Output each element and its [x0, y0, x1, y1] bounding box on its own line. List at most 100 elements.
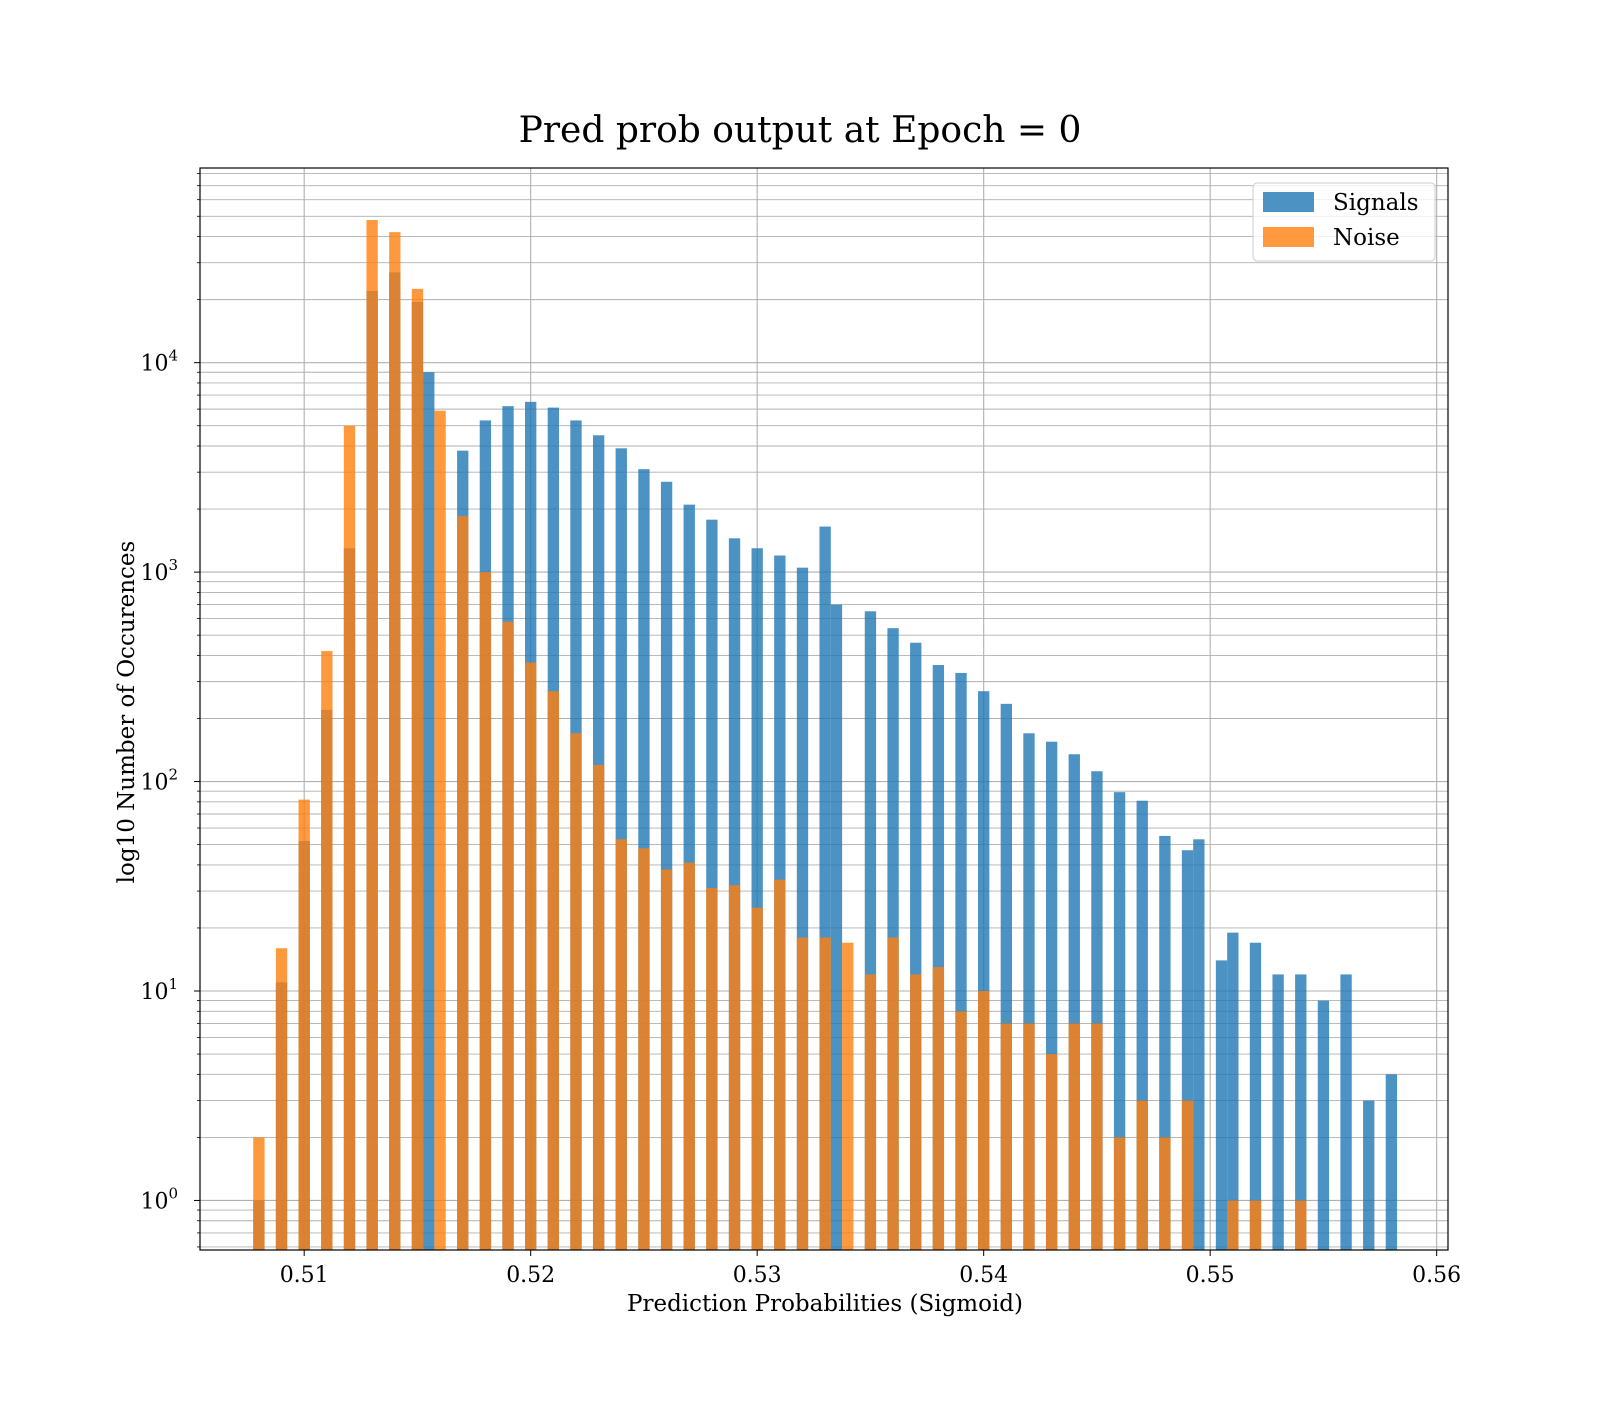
bar-signals: [423, 372, 435, 1250]
bar-signals: [978, 691, 990, 1250]
bar-noise: [1136, 1100, 1148, 1250]
bar-noise: [842, 942, 854, 1250]
bar-noise: [525, 662, 537, 1250]
x-axis-label: Prediction Probabilities (Sigmoid): [627, 1291, 1023, 1317]
bar-noise: [819, 937, 831, 1250]
bar-noise: [592, 764, 605, 1250]
series-noise-bars: [253, 219, 1307, 1251]
bar-signals: [1317, 1000, 1330, 1250]
bar-noise: [1023, 1023, 1035, 1250]
bar-noise: [1227, 1200, 1239, 1250]
chart-title: Pred prob output at Epoch = 0: [519, 110, 1082, 151]
bar-noise: [366, 219, 378, 1251]
plot-frame: [199, 167, 1449, 1251]
bar-noise: [411, 288, 424, 1251]
x-tick-label: 0.53: [733, 1263, 782, 1288]
bar-noise: [1045, 1054, 1058, 1250]
bar-noise: [343, 425, 356, 1251]
y-tick-label: 104: [140, 347, 178, 377]
bar-signals: [1295, 974, 1307, 1250]
bar-signals: [1068, 754, 1080, 1250]
bar-noise: [253, 1137, 265, 1250]
bar-signals: [1340, 974, 1352, 1250]
bar-noise: [547, 691, 559, 1250]
y-axis-ticks: 100 101 102 103 104: [140, 173, 200, 1248]
bar-signals: [910, 642, 922, 1250]
bar-signals: [1000, 703, 1012, 1250]
bar-signals: [1385, 1074, 1398, 1250]
bar-signals: [796, 567, 809, 1250]
bar-noise: [1068, 1023, 1080, 1250]
bar-noise: [683, 862, 695, 1250]
bar-noise: [887, 937, 899, 1250]
bar-signals: [660, 481, 673, 1250]
bar-noise: [479, 572, 492, 1250]
y-axis-label: log10 Number of Occurences: [114, 541, 140, 884]
bar-noise: [1295, 1200, 1307, 1250]
bar-noise: [955, 1011, 967, 1250]
bar-noise: [774, 879, 786, 1250]
bar-signals: [955, 672, 967, 1250]
y-tick-label: 101: [140, 975, 178, 1005]
bar-signals: [932, 665, 945, 1250]
bar-signals: [819, 526, 831, 1250]
x-tick-label: 0.51: [280, 1263, 329, 1288]
bar-signals: [1091, 771, 1103, 1250]
x-tick-label: 0.52: [506, 1263, 555, 1288]
bar-noise: [389, 232, 401, 1251]
y-tick-label: 102: [140, 766, 178, 796]
bar-signals: [1023, 733, 1035, 1250]
bar-noise: [728, 885, 741, 1250]
legend-swatch-noise: [1263, 227, 1314, 247]
bar-noise: [434, 410, 446, 1250]
bar-noise: [570, 733, 582, 1250]
bar-noise: [910, 974, 922, 1250]
bar-noise: [1000, 1023, 1012, 1250]
bar-noise: [1159, 1137, 1171, 1250]
bar-signals: [1181, 850, 1194, 1250]
bar-noise: [615, 839, 627, 1250]
bar-signals: [1159, 835, 1171, 1250]
bar-signals: [830, 604, 843, 1250]
x-tick-label: 0.56: [1412, 1263, 1461, 1288]
bar-noise: [321, 651, 333, 1250]
bar-noise: [1091, 1023, 1103, 1250]
bar-noise: [457, 516, 469, 1250]
x-tick-label: 0.54: [959, 1263, 1008, 1288]
legend-label-noise: Noise: [1333, 225, 1400, 251]
bar-signals: [1249, 942, 1262, 1250]
y-tick-label: 100: [140, 1184, 178, 1214]
bar-signals: [751, 548, 763, 1250]
bar-signals: [864, 611, 877, 1250]
bar-signals: [1215, 960, 1228, 1250]
bar-signals: [706, 519, 718, 1250]
bar-signals: [1363, 1100, 1375, 1250]
bar-noise: [932, 967, 945, 1250]
bar-noise: [275, 948, 288, 1250]
bar-noise: [1181, 1100, 1194, 1250]
bar-signals: [1272, 974, 1284, 1250]
bar-signals: [1113, 792, 1126, 1250]
bar-noise: [706, 888, 718, 1250]
y-tick-label: 103: [140, 556, 178, 586]
legend: Signals Noise: [1252, 182, 1436, 262]
bar-noise: [502, 621, 514, 1250]
bar-noise: [1113, 1137, 1126, 1250]
bar-noise: [638, 848, 650, 1250]
bar-signals: [1193, 839, 1205, 1250]
bar-noise: [298, 799, 310, 1250]
x-axis-ticks: 0.51 0.52 0.53 0.54 0.55 0.56: [280, 1250, 1461, 1288]
bar-noise: [1249, 1200, 1262, 1250]
bar-noise: [751, 907, 763, 1250]
legend-swatch-signals: [1263, 192, 1314, 212]
bar-signals: [1227, 932, 1239, 1250]
bars: [253, 219, 1398, 1251]
bar-noise: [796, 937, 809, 1250]
bar-signals: [1136, 800, 1148, 1250]
bar-noise: [864, 974, 877, 1250]
bar-noise: [978, 991, 990, 1250]
bar-noise: [660, 869, 673, 1250]
x-tick-label: 0.55: [1186, 1263, 1235, 1288]
